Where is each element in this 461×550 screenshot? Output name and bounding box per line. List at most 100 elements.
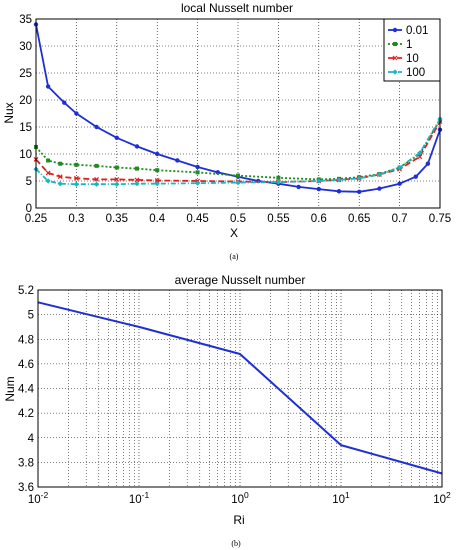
chart-b-frame [37, 289, 443, 488]
chart-b-ytick-label: 5.2 [18, 285, 34, 297]
data-point [46, 158, 51, 163]
chart-a-xtick-label: 0.55 [267, 213, 289, 225]
chart-b-ytick-label: 4.2 [18, 408, 34, 420]
data-point [114, 165, 119, 170]
chart-a-ytick-label: 35 [19, 14, 32, 26]
data-point [73, 181, 79, 187]
chart-b-series-line [37, 301, 443, 475]
legend-marker [392, 27, 398, 33]
legend-marker [393, 42, 397, 46]
data-point [57, 181, 63, 187]
data-point [336, 189, 342, 194]
data-point [376, 171, 382, 178]
chart-b-title: average Nusselt number [175, 273, 306, 287]
chart-a-series-group [33, 22, 443, 194]
chart-b-ytick-label: 4 [28, 433, 35, 445]
data-point [195, 164, 200, 170]
chart-a-ylabel: Nux [2, 102, 16, 123]
chart-b-ytick-label: 5 [28, 310, 34, 322]
data-point [94, 176, 100, 182]
data-point [45, 84, 51, 89]
data-point [316, 186, 321, 192]
data-point [154, 178, 160, 183]
chart-a-xtick-label: 0.75 [429, 213, 451, 225]
data-point [417, 150, 423, 156]
chart-b-ylabel: Num [3, 376, 17, 401]
chart-a-xtick-label: 0.7 [392, 213, 408, 225]
data-point [155, 151, 160, 157]
data-point [94, 181, 100, 187]
chart-a-caption: (a) [230, 252, 239, 261]
data-point [114, 135, 120, 140]
data-point [45, 170, 51, 176]
data-point [356, 175, 362, 181]
chart-a-xtick-label: 0.4 [149, 213, 166, 225]
legend-marker [392, 55, 398, 61]
data-point [195, 170, 200, 175]
data-point [134, 144, 140, 149]
data-point [275, 179, 281, 185]
data-point [425, 161, 431, 166]
chart-a-ytick-label: 10 [19, 149, 32, 161]
chart-a-xtick-label: 0.35 [106, 213, 128, 225]
chart-a-frame [35, 18, 441, 209]
chart-b-ytick-label: 4.6 [18, 359, 34, 371]
data-point [154, 181, 160, 187]
chart-a-xtick-label: 0.6 [311, 213, 327, 225]
chart-a-legend: 0.01 1 10 100 [383, 18, 441, 82]
data-point [45, 178, 51, 184]
chart-b-xtick-label: 10-2 [28, 490, 49, 506]
chart-a-xtick-label: 0.3 [68, 213, 84, 225]
data-point [296, 184, 301, 190]
chart-a-title: local Nusselt number [181, 1, 293, 15]
chart-a-xlabel: X [230, 226, 238, 240]
data-point [57, 174, 63, 180]
chart-b-ytick-label: 3.8 [18, 457, 34, 469]
data-point [73, 175, 79, 181]
chart-a-ytick-label: 5 [26, 176, 32, 188]
chart-a-xtick-label: 0.25 [25, 213, 47, 225]
data-point [94, 163, 99, 168]
data-point [413, 174, 418, 179]
chart-b-xtick-label: 10-1 [129, 490, 150, 506]
data-point [74, 111, 79, 116]
data-point [114, 176, 120, 182]
legend-label: 1 [406, 39, 412, 51]
chart-a-ytick-label: 15 [19, 122, 32, 134]
data-point [134, 181, 140, 187]
data-point [336, 177, 342, 183]
data-point [236, 173, 240, 178]
chart-b-xtick-label: 100 [231, 490, 249, 506]
data-point [316, 178, 322, 184]
data-point [235, 180, 241, 186]
chart-b-xlabel: Ri [233, 513, 244, 527]
chart-a-xtick-label: 0.45 [186, 213, 208, 225]
chart-b-ytick-label: 4.8 [18, 334, 34, 346]
local-nusselt-chart: local Nusselt number 0.25 0.3 0.35 0.4 0.45 0… [2, 1, 451, 261]
chart-a-ytick-label: 0 [26, 203, 32, 215]
chart-a-xtick-label: 0.5 [230, 213, 246, 225]
chart-b-xtick-label: 101 [332, 490, 350, 506]
series-line [35, 118, 441, 186]
data-point [276, 175, 281, 180]
data-point [155, 168, 160, 173]
chart-b-ytick-label: 4.4 [18, 384, 35, 396]
chart-a-ytick-label: 20 [19, 95, 32, 107]
chart-b-xtick-label: 102 [433, 490, 451, 506]
chart-b-ytick-label: 3.6 [18, 482, 34, 494]
data-point [135, 166, 139, 171]
chart-a-ytick-label: 30 [19, 41, 32, 53]
data-point [397, 164, 403, 171]
data-point [357, 189, 362, 194]
average-nusselt-chart: average Nusselt number 10-2 10-1 100 101 102… [3, 273, 451, 548]
chart-a-ytick-label: 25 [19, 68, 32, 80]
data-point [58, 161, 63, 166]
data-point [417, 154, 423, 160]
data-point [195, 180, 201, 186]
data-point [74, 162, 79, 167]
legend-marker [392, 69, 398, 75]
legend-label: 100 [406, 67, 425, 79]
chart-a-xtick-label: 0.65 [348, 213, 370, 225]
data-point [175, 158, 180, 163]
